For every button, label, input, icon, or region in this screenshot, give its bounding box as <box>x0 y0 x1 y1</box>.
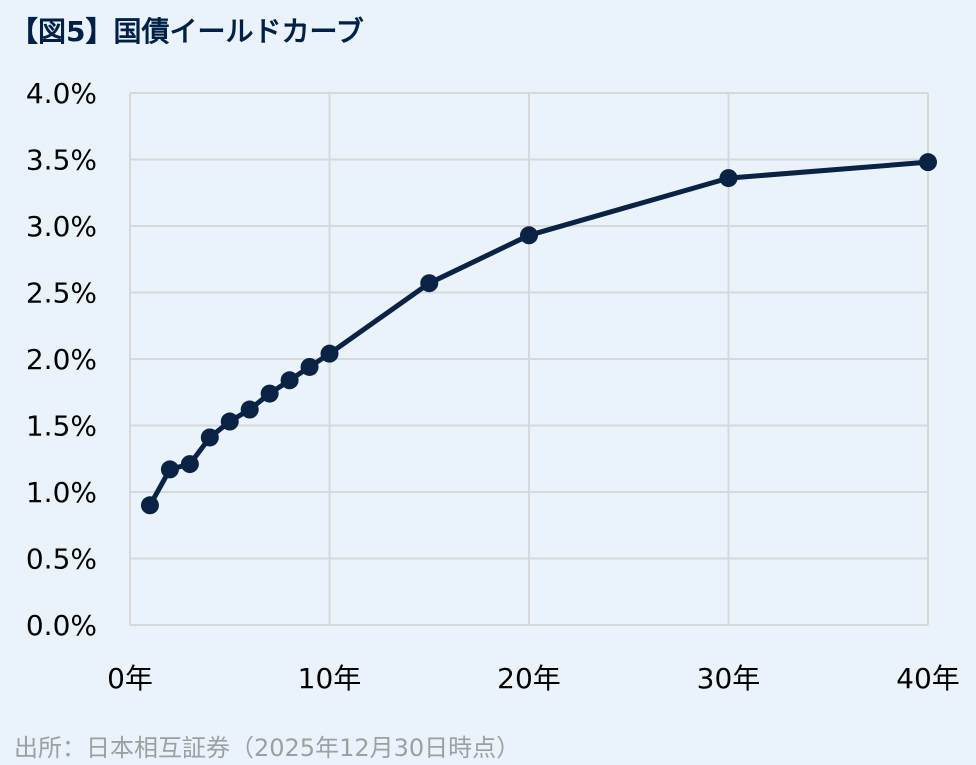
y-tick-label: 1.5% <box>26 410 97 443</box>
x-tick-label: 10年 <box>298 662 362 695</box>
y-tick-label: 3.0% <box>26 210 97 243</box>
data-point <box>280 371 299 390</box>
data-point <box>320 344 339 363</box>
yield-curve-line <box>147 159 931 508</box>
data-point <box>240 400 259 419</box>
y-tick-label: 2.5% <box>26 277 97 310</box>
data-point <box>140 496 159 515</box>
data-point <box>300 357 319 376</box>
y-tick-label: 2.0% <box>26 343 97 376</box>
x-tick-label: 20年 <box>497 662 561 695</box>
series-layer <box>140 153 937 515</box>
y-tick-label: 1.0% <box>26 476 97 509</box>
data-point <box>160 460 179 479</box>
data-point <box>919 153 937 172</box>
data-point <box>719 169 738 188</box>
data-point <box>200 428 219 447</box>
y-tick-label: 0.5% <box>26 543 97 576</box>
y-tick-label: 3.5% <box>26 144 97 177</box>
x-tick-label: 30年 <box>697 662 761 695</box>
axis-layer: 0.0% 0.5% 1.0% 1.5% 2.0% 2.5% 3.0% 3.5% 4.0% 0年 10… <box>26 77 960 695</box>
data-point <box>420 274 439 293</box>
source-note: 出所：日本相互証券（2025年12月30日時点） <box>14 734 521 762</box>
chart-title: 【図5】国債イールドカーブ <box>10 15 364 48</box>
x-tick-label: 0年 <box>107 662 153 695</box>
data-point <box>520 226 538 245</box>
y-tick-label: 0.0% <box>26 609 97 642</box>
x-tick-label: 40年 <box>896 662 960 695</box>
data-point <box>180 455 199 474</box>
data-point <box>220 412 239 431</box>
y-tick-label: 4.0% <box>26 77 97 110</box>
data-point <box>260 384 279 403</box>
